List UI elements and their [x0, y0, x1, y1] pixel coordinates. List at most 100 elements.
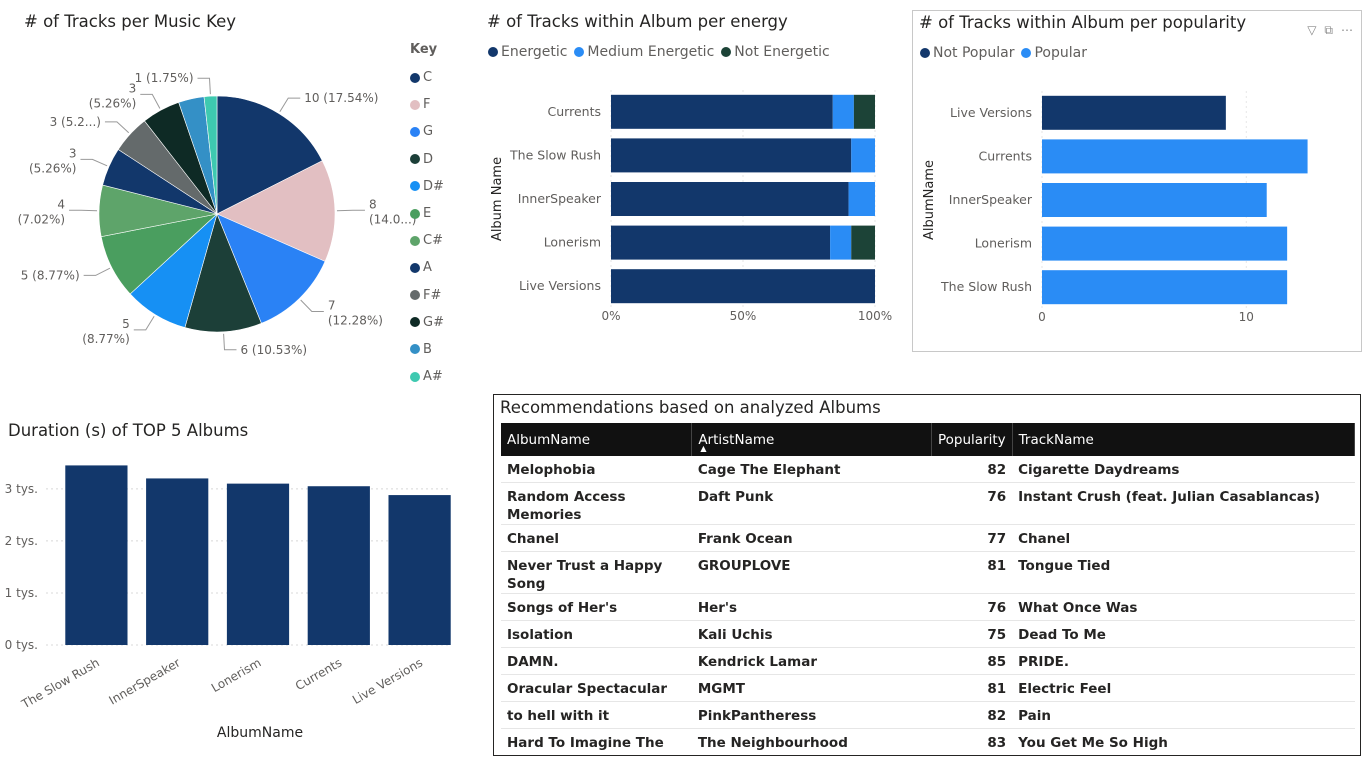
bar-innerspeaker-popular[interactable] [1042, 183, 1267, 217]
table-row[interactable]: Hard To Imagine The Neighbourhood Ever C… [501, 729, 1355, 755]
table-row[interactable]: Songs of Her's Her's 76 What Once Was [501, 593, 1355, 621]
bar-currents[interactable] [307, 486, 370, 645]
legend-item-popular[interactable]: Popular [1021, 45, 1087, 61]
x-tick-label-lonerism: Lonerism [209, 655, 264, 695]
y-tick-label: 1 tys. [5, 586, 38, 600]
pie-legend-item-g[interactable]: G [410, 118, 444, 145]
table-cell-artistname: MGMT [691, 674, 932, 702]
energy-chart[interactable]: 0% 50% 100% Currents The Slow Rush InnerSpeak… [480, 0, 900, 360]
pie-legend-item-b[interactable]: B [410, 336, 444, 363]
table-cell-popularity: 82 [931, 456, 1013, 483]
legend-item-not-energetic[interactable]: Not Energetic [721, 44, 830, 60]
popularity-chart[interactable]: 0 10 Live Versions Currents InnerSpeaker Lone… [913, 11, 1361, 351]
bar-currents-energetic[interactable] [611, 94, 833, 129]
table-cell-trackname: Pain [1012, 701, 1355, 729]
legend-item-not-popular[interactable]: Not Popular [920, 45, 1014, 61]
column-header-albumname[interactable]: AlbumName [501, 423, 693, 456]
table-cell-artistname: Her's [691, 593, 932, 621]
bar-currents-popular[interactable] [1042, 139, 1308, 174]
legend-dot-icon [410, 181, 420, 192]
legend-dot-icon [920, 48, 930, 58]
pie-legend-item-f[interactable]: F [410, 91, 444, 118]
column-header-artistname[interactable]: ArtistName ▲ [691, 423, 932, 456]
pie-slice-d[interactable] [184, 213, 262, 333]
pie-leader-line-a-sharp [197, 77, 211, 95]
legend-label: Energetic [501, 44, 568, 60]
legend-label: A [423, 260, 432, 276]
bar-currents-not-energetic[interactable] [853, 94, 875, 129]
column-header-popularity[interactable]: Popularity [931, 423, 1013, 456]
bar-lonerism[interactable] [226, 483, 290, 645]
bar-live-versions[interactable] [388, 495, 451, 645]
pie-slice-c[interactable] [216, 95, 323, 215]
table-row[interactable]: Isolation Kali Uchis 75 Dead To Me [501, 620, 1355, 648]
y-tick-label-lonerism: Lonerism [975, 236, 1032, 251]
legend-label: G [423, 124, 434, 140]
pie-slice-a-sharp[interactable] [203, 95, 218, 215]
pie-data-label-g: 7 (12.28%) [328, 298, 383, 327]
table-cell-trackname: PRIDE. [1012, 647, 1355, 675]
recommendations-title: Recommendations based on analyzed Albums [500, 398, 881, 417]
legend-dot-icon [410, 208, 420, 219]
filter-icon[interactable]: ▽ [1307, 23, 1317, 37]
y-tick-label-the-slow-rush: The Slow Rush [940, 279, 1032, 294]
table-row[interactable]: Melophobia Cage The Elephant 82 Cigarette D… [501, 456, 1355, 483]
pie-data-label-g-sharp: 3 (5.26%) [89, 81, 136, 110]
table-row[interactable]: Never Trust a Happy Song GROUPLOVE 81 Tongu… [501, 551, 1355, 594]
bar-the-slow-rush-medium-energetic[interactable] [851, 138, 875, 173]
focus-mode-icon[interactable]: ⧉ [1324, 23, 1333, 37]
pie-leader-line-d-sharp [133, 315, 155, 331]
bar-lonerism-medium-energetic[interactable] [830, 225, 852, 260]
pie-data-label-f: 8 (14.0...) [369, 197, 417, 226]
pie-legend-item-c[interactable]: C [410, 64, 444, 91]
x-tick-label: 50% [730, 309, 757, 323]
bar-the-slow-rush-energetic[interactable] [611, 138, 852, 173]
y-tick-label: 3 tys. [5, 482, 38, 496]
pie-data-label-a-sharp: 1 (1.75%) [135, 71, 194, 85]
duration-chart[interactable]: 0 tys. 1 tys. 2 tys. 3 tys. The Slow Rush Inn… [0, 410, 470, 755]
table-cell-trackname: Dead To Me [1012, 620, 1355, 648]
pie-legend-item-g-sharp[interactable]: G# [410, 309, 444, 336]
bar-lonerism-energetic[interactable] [611, 225, 831, 260]
bar-innerspeaker-medium-energetic[interactable] [848, 182, 875, 216]
bar-live-versions-not-popular[interactable] [1042, 95, 1226, 130]
legend-dot-icon [574, 47, 585, 57]
x-axis-title: AlbumName [217, 725, 303, 741]
more-options-icon[interactable]: ⋯ [1341, 23, 1353, 37]
table-row[interactable]: to hell with it PinkPantheress 82 Pain [501, 701, 1355, 729]
table-cell-albumname: Hard To Imagine The Neighbourhood Ever C… [507, 735, 664, 755]
pie-legend-item-c-sharp[interactable]: C# [410, 227, 444, 254]
pie-data-label-f-sharp: 3 (5.2...) [50, 115, 101, 129]
table-cell-albumname: Never Trust a Happy Song [501, 551, 692, 594]
pie-slice-f[interactable] [216, 160, 336, 262]
bar-innerspeaker[interactable] [146, 478, 209, 645]
table-row[interactable]: DAMN. Kendrick Lamar 85 PRIDE. [501, 647, 1355, 675]
bar-lonerism-popular[interactable] [1042, 226, 1288, 261]
pie-legend-item-a-sharp[interactable]: A# [410, 363, 444, 390]
legend-label: Popular [1034, 45, 1087, 61]
pie-legend-item-d[interactable]: D [410, 146, 444, 173]
pie-legend-item-d-sharp[interactable]: D# [410, 173, 444, 200]
legend-item-medium-energetic[interactable]: Medium Energetic [574, 44, 714, 60]
table-row[interactable]: Random Access Memories Daft Punk 76 Instant… [501, 482, 1355, 525]
pie-legend-item-e[interactable]: E [410, 200, 444, 227]
legend-item-energetic[interactable]: Energetic [488, 44, 567, 60]
legend-label: C# [423, 233, 443, 249]
bar-the-slow-rush-popular[interactable] [1042, 270, 1288, 305]
pie-legend-item-f-sharp[interactable]: F# [410, 282, 444, 309]
popularity-panel: # of Tracks within Album per popularity … [912, 10, 1362, 352]
bar-currents-medium-energetic[interactable] [832, 94, 854, 129]
y-tick-label: 2 tys. [5, 534, 38, 548]
column-header-trackname[interactable]: TrackName [1012, 423, 1356, 456]
table-row[interactable]: Chanel Frank Ocean 77 Chanel [501, 524, 1355, 552]
bar-the-slow-rush[interactable] [65, 465, 128, 645]
table-cell-trackname: Chanel [1012, 524, 1355, 552]
table-row[interactable]: Oracular Spectacular MGMT 81 Electric Feel [501, 674, 1355, 702]
pie-legend-item-a[interactable]: A [410, 254, 444, 281]
pie-slice-g[interactable] [216, 213, 326, 324]
bar-live-versions-energetic[interactable] [611, 269, 875, 304]
bar-lonerism-not-energetic[interactable] [851, 225, 875, 260]
pie-chart[interactable]: 10 (17.54%) 8 (14.0...) 7 (12.28%) 6 (10.53%)… [0, 0, 460, 390]
recommendations-table: AlbumName ArtistName ▲ Popularity TrackN… [501, 423, 1356, 755]
bar-innerspeaker-energetic[interactable] [611, 182, 849, 216]
